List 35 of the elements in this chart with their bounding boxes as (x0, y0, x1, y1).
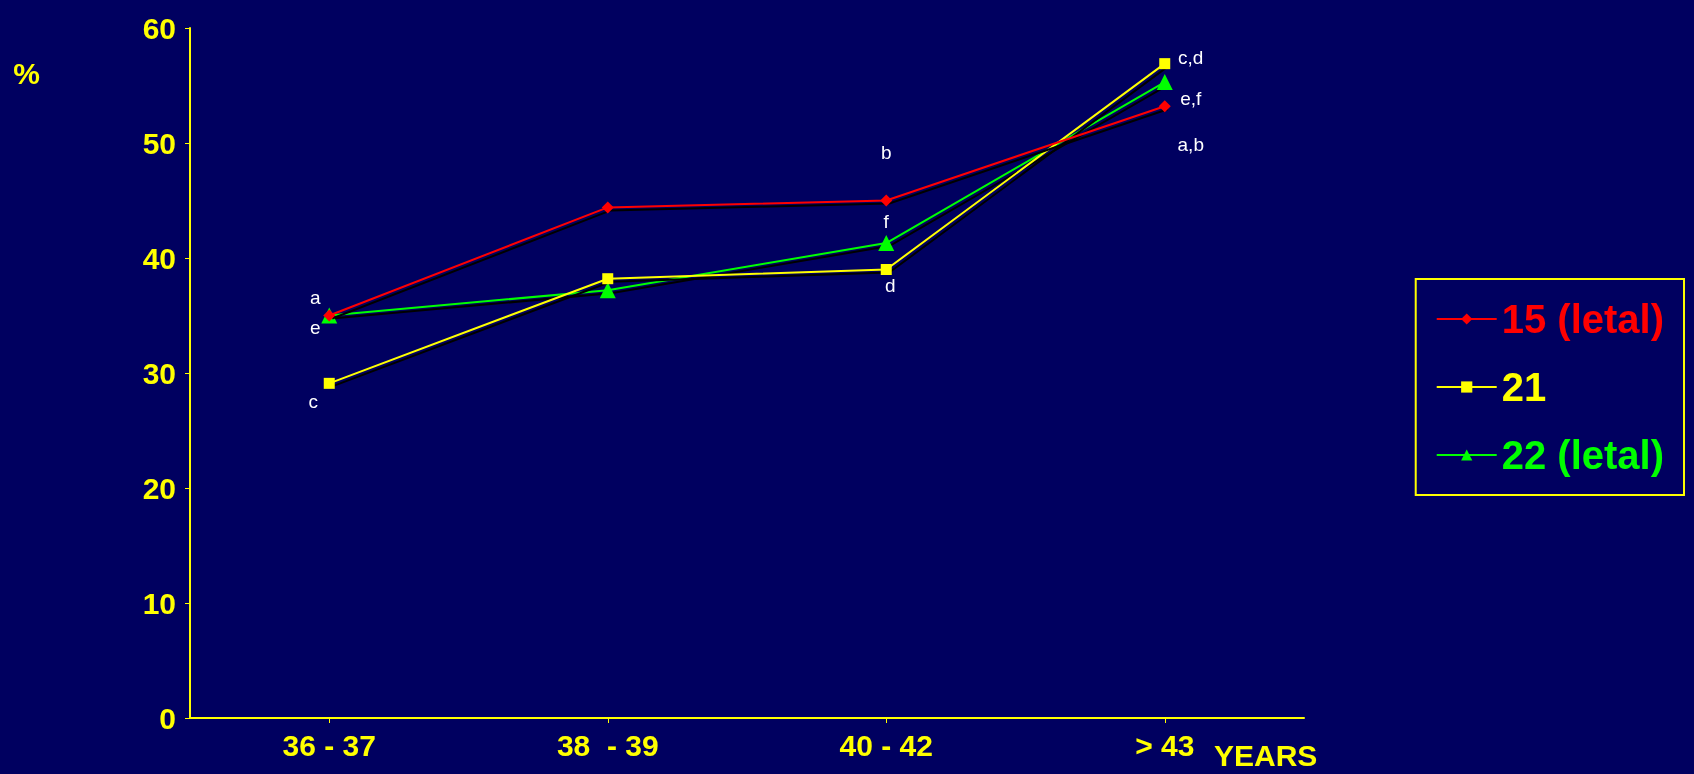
y-tick-label: 50 (142, 126, 176, 160)
x-tick-label: 38 - 39 (556, 728, 659, 762)
annotation: a,b (1177, 133, 1204, 155)
annotation: e (309, 317, 321, 338)
y-tick-label: 0 (159, 701, 176, 735)
legend-label: 21 (1501, 365, 1547, 409)
point (880, 194, 893, 207)
annotation: d (884, 275, 896, 296)
point (599, 282, 616, 299)
legend-label: 15 (letal) (1501, 297, 1665, 341)
y-tick-label: 30 (142, 356, 176, 390)
x-axis-title: YEARS (1214, 738, 1318, 772)
x-tick-label: 40 - 42 (839, 728, 933, 762)
point (880, 264, 892, 275)
y-tick-label: 20 (142, 471, 176, 505)
x-tick-label: 36 - 37 (282, 728, 376, 762)
annotation: b (880, 142, 892, 163)
y-axis-title: % (13, 56, 40, 90)
y-tick-label: 40 (142, 241, 176, 275)
annotation: e,f (1180, 87, 1203, 109)
x-tick-label: > 43 (1135, 728, 1195, 762)
point (602, 273, 614, 285)
point (601, 201, 614, 214)
y-tick-label: 10 (142, 586, 176, 620)
y-tick-label: 60 (142, 11, 176, 45)
point (1159, 58, 1171, 70)
annotation: c,d (1178, 47, 1204, 69)
annotation: a (309, 287, 321, 308)
point (1158, 100, 1171, 113)
point (878, 235, 895, 252)
point (323, 377, 335, 389)
annotation: c (308, 390, 318, 412)
point (1156, 74, 1173, 91)
annotation: f (883, 210, 890, 232)
legend-label: 22 (letal) (1501, 433, 1665, 477)
